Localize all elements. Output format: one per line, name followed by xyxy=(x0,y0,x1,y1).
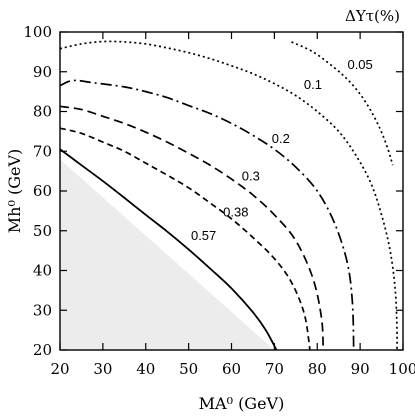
contour-line-0-05 xyxy=(291,41,394,166)
y-axis-label: Mh⁰ (GeV) xyxy=(5,149,24,233)
tick-label-layer: 20 30 40 50 60 70 80 90 100 20 30 40 50 60 70 80 90 100 xyxy=(23,23,415,378)
y-tick-label: 30 xyxy=(33,301,52,319)
y-tick-label: 40 xyxy=(33,262,52,280)
y-tick-label: 20 xyxy=(33,341,52,359)
contour-label-0-38: 0.38 xyxy=(223,204,248,219)
tick-layer xyxy=(59,31,404,351)
x-tick-label: 20 xyxy=(50,360,69,378)
y-tick-label: 100 xyxy=(23,23,52,41)
y-tick-label: 90 xyxy=(33,63,52,81)
contour-line-0-38 xyxy=(59,127,311,351)
x-tick-label: 30 xyxy=(93,360,112,378)
contour-layer xyxy=(59,40,398,351)
contour-label-0-3: 0.3 xyxy=(242,169,260,184)
contour-line-0-1 xyxy=(59,40,398,351)
x-tick-label: 50 xyxy=(179,360,198,378)
chart-title: ΔYτ(%) xyxy=(345,7,400,25)
x-tick-label: 100 xyxy=(389,360,415,378)
x-tick-label: 90 xyxy=(351,360,370,378)
contour-label-0-1: 0.1 xyxy=(304,77,322,92)
contour-label-0-05: 0.05 xyxy=(347,57,372,72)
contour-line-0-2 xyxy=(59,79,355,351)
contour-line-0-3 xyxy=(59,105,325,351)
contour-label-0-57: 0.57 xyxy=(191,228,216,243)
contour-line-0-57 xyxy=(59,148,278,351)
x-tick-label: 80 xyxy=(308,360,327,378)
x-tick-label: 40 xyxy=(136,360,155,378)
x-tick-label: 60 xyxy=(222,360,241,378)
y-tick-label: 80 xyxy=(33,103,52,121)
excluded-region-layer xyxy=(60,159,275,350)
y-tick-label: 70 xyxy=(33,142,52,160)
y-tick-label: 60 xyxy=(33,182,52,200)
x-axis-label: MA⁰ (GeV) xyxy=(199,394,285,413)
excluded-region xyxy=(60,159,275,350)
x-tick-label: 70 xyxy=(265,360,284,378)
contour-label-layer: 0.57 0.38 0.3 0.2 0.1 0.05 xyxy=(191,57,373,243)
contour-label-0-2: 0.2 xyxy=(272,131,290,146)
y-tick-label: 50 xyxy=(33,222,52,240)
